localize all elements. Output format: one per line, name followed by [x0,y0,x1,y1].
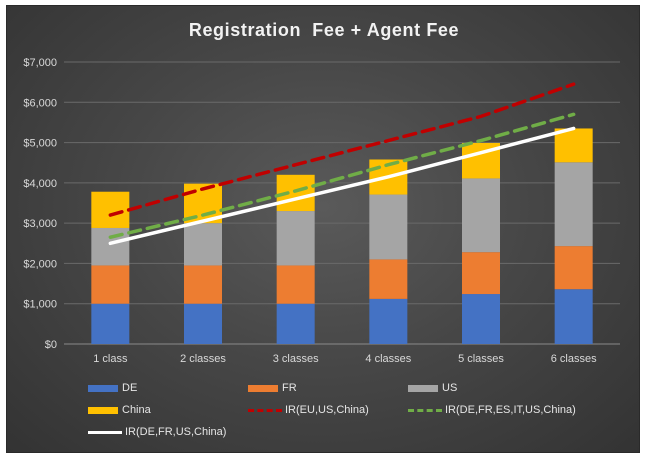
bar-china-0 [91,191,130,228]
line-series-2 [108,126,576,246]
x-tick-label: 1 class [93,353,128,365]
x-tick-label: 3 classes [273,353,319,365]
bar-de-3 [369,298,408,344]
y-tick-label: $6,000 [23,97,57,109]
bar-fr-5 [554,246,593,290]
x-tick-label: 4 classes [365,353,411,365]
bar-china-5 [554,128,593,163]
bar-fr-2 [276,265,315,304]
bar-us-4 [462,178,500,253]
y-tick-label: $4,000 [23,178,57,190]
bar-de-1 [184,303,222,344]
chart-title: Registration Fee + Agent Fee [188,20,460,40]
bar-us-0 [91,227,130,266]
bar-de-0 [91,303,130,344]
bar-de-2 [276,303,315,344]
y-tick-label: $1,000 [23,299,57,311]
bar-fr-3 [369,259,408,299]
x-tick-label: 5 classes [458,353,504,365]
x-tick-label: 6 classes [551,353,597,365]
bar-fr-0 [91,265,130,304]
bar-de-5 [554,289,593,344]
bar-us-5 [554,162,593,247]
line-series-1 [108,112,576,239]
y-tick-label: $7,000 [23,57,57,69]
bar-fr-1 [184,265,222,304]
bar-fr-4 [462,252,500,295]
bar-us-2 [276,211,315,266]
y-tick-label: $3,000 [23,218,57,230]
bar-us-3 [369,194,408,260]
y-tick-label: $0 [45,339,57,351]
line-series-0 [108,82,576,217]
bar-de-4 [462,294,500,344]
y-tick-label: $2,000 [23,258,57,270]
y-tick-label: $5,000 [23,138,57,150]
bar-us-1 [184,223,222,266]
x-tick-label: 2 classes [180,353,226,365]
